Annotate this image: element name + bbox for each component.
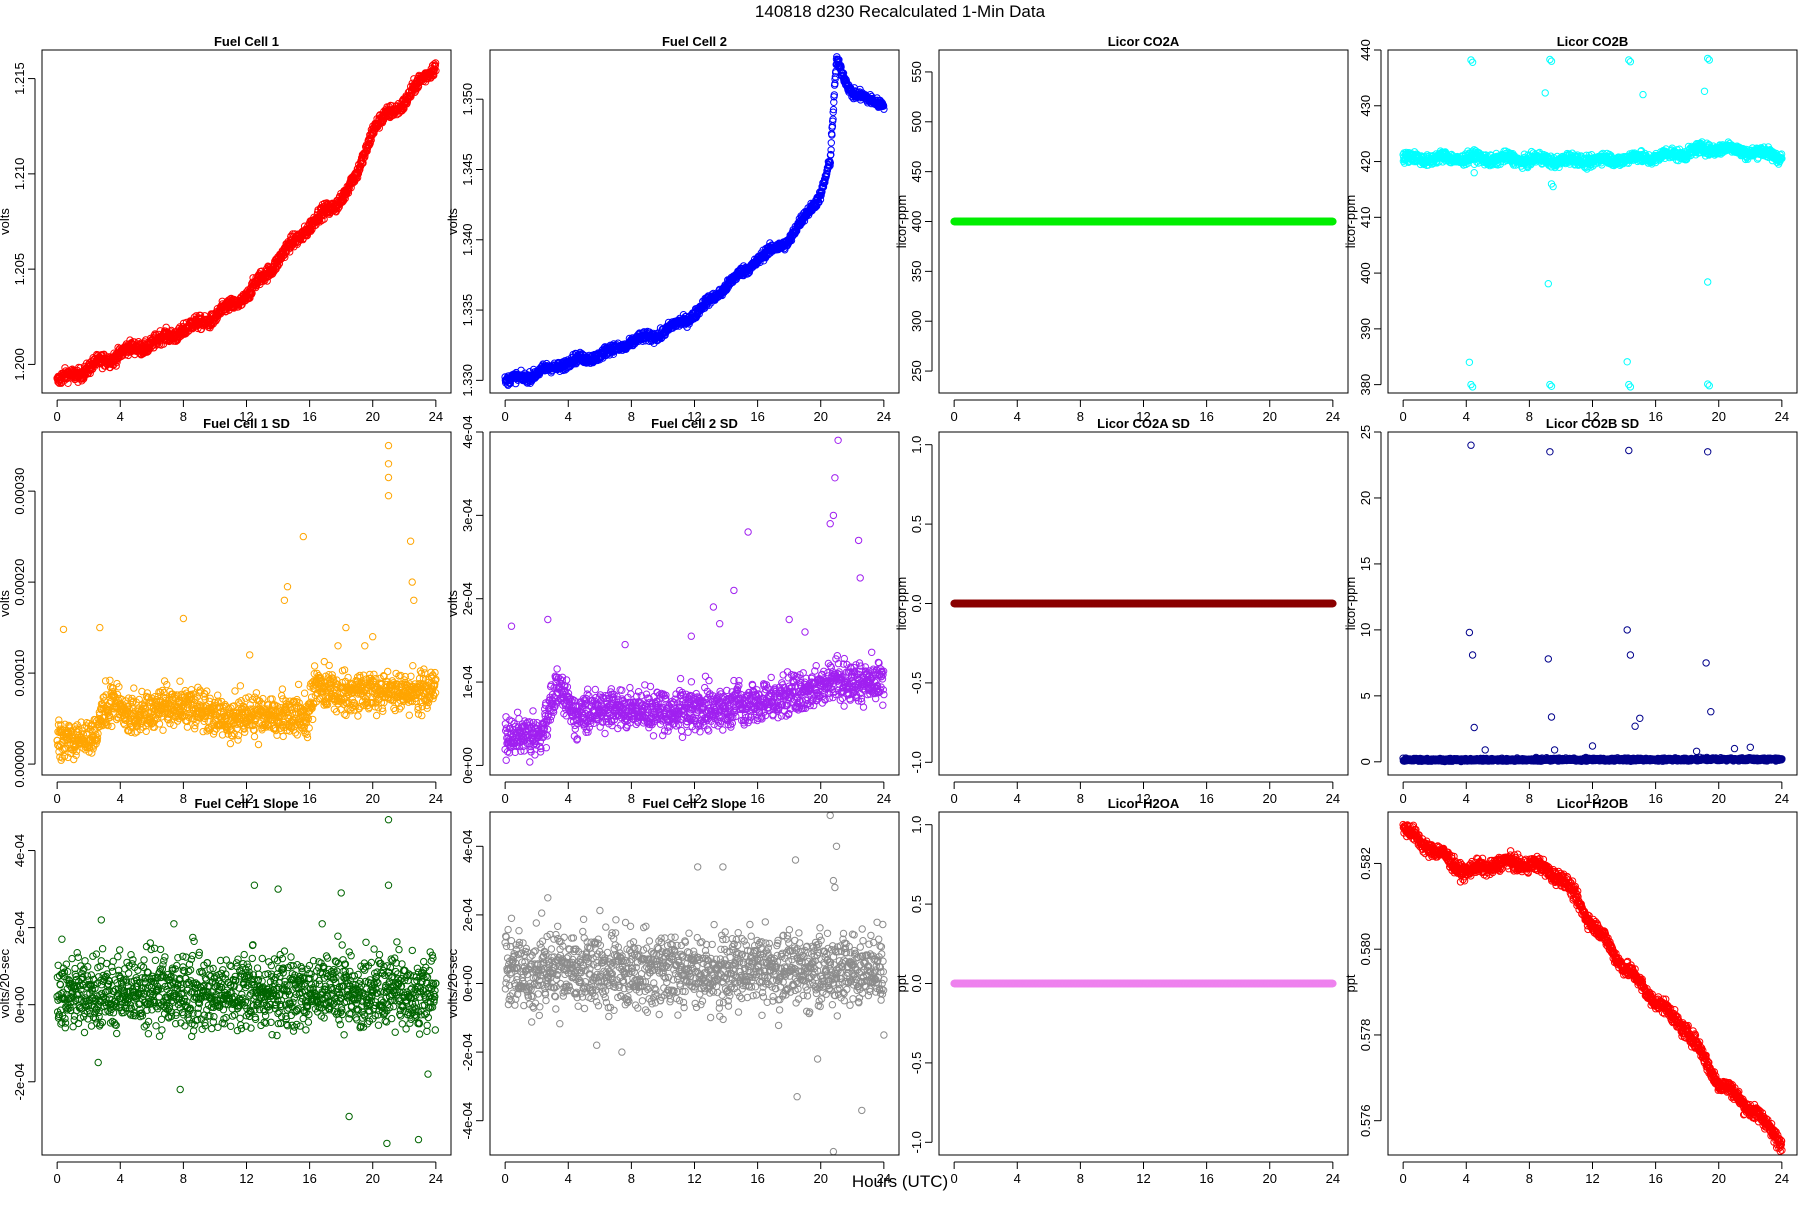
y-tick-label: 1.330 bbox=[460, 364, 475, 397]
y-tick-label: 1.345 bbox=[460, 153, 475, 186]
x-tick-label: 24 bbox=[429, 409, 443, 424]
x-tick-label: 24 bbox=[877, 409, 891, 424]
x-tick-label: 0 bbox=[951, 409, 958, 424]
y-axis-label: licor-ppm bbox=[1343, 195, 1358, 248]
y-tick-label: 300 bbox=[909, 310, 924, 332]
panel-title: Fuel Cell 2 bbox=[662, 34, 727, 49]
x-tick-label: 16 bbox=[750, 409, 764, 424]
x-tick-label: 8 bbox=[628, 409, 635, 424]
data-points bbox=[502, 54, 887, 389]
panel-title: Licor CO2B bbox=[1557, 34, 1629, 49]
y-axis: 250 300 350 400 450 500 550 bbox=[909, 61, 932, 382]
x-tick-label: 4 bbox=[117, 409, 124, 424]
x-tick-label: 8 bbox=[1077, 409, 1084, 424]
y-axis: 1.330 1.335 1.340 1.345 1.350 bbox=[460, 83, 483, 397]
panel-title: Fuel Cell 1 bbox=[214, 34, 279, 49]
x-tick-label: 20 bbox=[1263, 409, 1277, 424]
y-tick-label: 1.205 bbox=[12, 253, 27, 286]
y-tick-label: 450 bbox=[909, 161, 924, 183]
plot-frame bbox=[490, 50, 899, 393]
x-tick-label: 16 bbox=[1199, 409, 1213, 424]
data-point bbox=[828, 140, 834, 146]
y-axis-label: volts bbox=[445, 208, 460, 235]
x-tick-label: 16 bbox=[302, 409, 316, 424]
y-tick-label: 1.200 bbox=[12, 348, 27, 381]
y-tick-label: 1.215 bbox=[12, 62, 27, 95]
y-tick-label: 1.350 bbox=[460, 83, 475, 116]
x-tick-label: 20 bbox=[366, 409, 380, 424]
x-tick-label: 0 bbox=[502, 409, 509, 424]
y-tick-label: 250 bbox=[909, 360, 924, 382]
data-points bbox=[1400, 55, 1785, 390]
x-tick-label: 4 bbox=[1014, 409, 1021, 424]
y-tick-label: 350 bbox=[909, 261, 924, 283]
y-tick-label: 500 bbox=[909, 111, 924, 133]
x-tick-label: 8 bbox=[180, 409, 187, 424]
y-tick-label: 1.340 bbox=[460, 224, 475, 257]
y-tick-label: 1.335 bbox=[460, 294, 475, 327]
y-axis: 1.200 1.205 1.210 1.215 bbox=[12, 62, 35, 380]
y-axis-label: volts bbox=[0, 208, 12, 235]
x-tick-label: 4 bbox=[565, 409, 572, 424]
y-tick-label: 550 bbox=[909, 61, 924, 83]
y-tick-label: 400 bbox=[909, 211, 924, 233]
x-tick-label: 24 bbox=[1326, 409, 1340, 424]
x-tick-label: 0 bbox=[54, 409, 61, 424]
y-axis-label: licor-ppm bbox=[894, 195, 909, 248]
y-tick-label: 1.210 bbox=[12, 158, 27, 191]
panel-title: Licor CO2A bbox=[1108, 34, 1180, 49]
data-points bbox=[951, 218, 1336, 224]
x-tick-label: 20 bbox=[814, 409, 828, 424]
data-points bbox=[54, 60, 439, 387]
plot-frame bbox=[42, 50, 451, 393]
